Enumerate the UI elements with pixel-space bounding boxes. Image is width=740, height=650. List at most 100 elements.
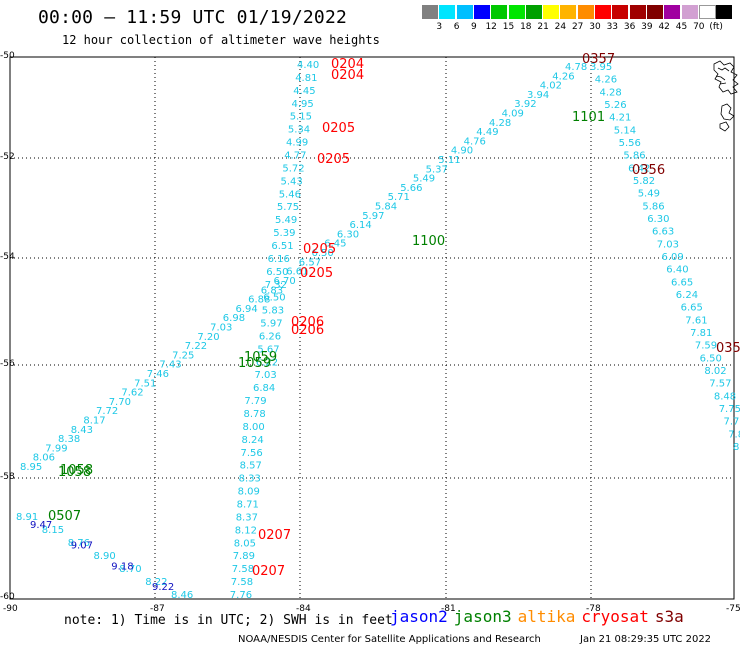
wave-height-value: 8.37 (236, 512, 258, 523)
wave-height-value: 8.48 (714, 391, 736, 402)
wave-height-value: 6.30 (337, 229, 359, 240)
wave-height-value: 7.20 (197, 332, 219, 343)
chart-title: 00:00 – 11:59 UTC 01/19/2022 (38, 7, 348, 28)
y-axis-tick-label: -52 (0, 152, 15, 162)
legend-entry: cryosat (581, 607, 649, 626)
wave-height-value: 6.30 (647, 214, 669, 225)
wave-height-value: 5.37 (426, 164, 448, 175)
chart-subtitle: 12 hour collection of altimeter wave hei… (62, 33, 380, 47)
wave-height-value: 8.17 (83, 416, 105, 427)
color-swatch (508, 5, 526, 19)
wave-height-value: 9.22 (152, 582, 174, 593)
wave-height-value: 6.50 (700, 353, 722, 364)
x-axis-tick-label: -84 (296, 604, 311, 614)
pass-time-label: 1101 (572, 110, 605, 125)
pass-time-label: 0356 (632, 163, 665, 178)
pass-time-label: 0206 (291, 315, 324, 330)
wave-height-value: 5.97 (362, 211, 384, 222)
wave-height-value: 4.02 (540, 81, 562, 92)
color-scale-label: 3 (436, 22, 443, 32)
legend-entry: jason2 (390, 607, 448, 626)
wave-height-value: 8.02 (704, 366, 726, 377)
wave-height-value: 5.86 (642, 201, 664, 212)
wave-height-value: 7.79 (244, 396, 266, 407)
wave-height-value: 8.24 (242, 435, 264, 446)
wave-height-value: 4.40 (297, 60, 319, 71)
wave-height-value: 8.00 (243, 422, 265, 433)
color-swatch (456, 5, 474, 19)
wave-height-value: 6.70 (274, 276, 296, 287)
pass-time-label: 0204 (331, 68, 364, 83)
pass-time-label: 0204 (331, 57, 364, 72)
wave-height-value: 5.82 (633, 176, 655, 187)
color-swatch (491, 5, 509, 19)
satellite-legend: jason2 jason3 altika cryosat s3a (390, 607, 690, 626)
pass-time-label: 1059 (238, 356, 271, 371)
x-axis-tick-label: -78 (586, 604, 601, 614)
color-swatch (646, 5, 664, 19)
wave-height-value: 7.03 (657, 239, 679, 250)
color-scale-label: 39 (641, 22, 653, 32)
wave-height-value: 7.62 (121, 388, 143, 399)
wave-height-value: 6.61 (286, 267, 308, 278)
wave-height-value: 4.99 (286, 138, 308, 149)
wave-height-value: 7.22 (185, 341, 207, 352)
wave-height-value: 4.26 (595, 75, 617, 86)
y-axis-tick-label: -54 (0, 252, 15, 262)
wave-height-value: 5.43 (281, 176, 303, 187)
wave-height-value: 7.72 (96, 406, 118, 417)
wave-height-value: 4.28 (489, 118, 511, 129)
wave-height-value: 5.86 (623, 151, 645, 162)
legend-entry: s3a (654, 607, 684, 626)
wave-height-value: 7.75 (719, 404, 740, 415)
pass-time-label: 0507 (48, 509, 81, 524)
legend-entry: jason3 (453, 607, 512, 626)
pass-time-label: 035 (716, 341, 740, 356)
pass-time-label: 0357 (582, 52, 615, 67)
wave-height-value: 4.77 (284, 151, 306, 162)
wave-height-value: 5.71 (388, 192, 410, 203)
y-axis-tick-label: -50 (0, 51, 15, 61)
wave-height-value: 8.78 (244, 409, 266, 420)
wave-height-value: 5.26 (604, 100, 626, 111)
wave-height-value: 5.11 (438, 155, 460, 166)
wave-height-value: 9.07 (71, 541, 93, 552)
x-axis-tick-label: -75 (726, 604, 740, 614)
wave-height-value: 8.71 (237, 500, 259, 511)
wave-height-value: 6.84 (253, 383, 275, 394)
wave-height-value: 4.26 (552, 71, 574, 82)
color-swatch (681, 5, 699, 19)
wave-height-value: 8.95 (20, 462, 42, 473)
wave-height-value: 5.49 (638, 189, 660, 200)
wave-height-value: 8.09 (238, 487, 260, 498)
wave-height-value: 7.75 (724, 417, 740, 428)
wave-height-value: 7.59 (695, 341, 717, 352)
wave-height-value: 6.51 (271, 241, 293, 252)
wave-height-value: 6.50 (263, 293, 285, 304)
wave-height-value: 3.95 (590, 62, 612, 73)
x-axis-tick-label: -87 (150, 604, 165, 614)
color-swatch (612, 5, 630, 19)
wave-height-value: 7.57 (709, 379, 731, 390)
wave-height-value: 4.76 (464, 136, 486, 147)
wave-height-value: 6.45 (324, 239, 346, 250)
wave-height-value: 6.83 (261, 285, 283, 296)
color-swatch (595, 5, 612, 19)
wave-height-value: 8.57 (240, 461, 262, 472)
pass-time-label: 1059 (244, 350, 277, 365)
color-scale-label: 21 (537, 22, 549, 32)
wave-height-value: 5.34 (288, 125, 310, 136)
pass-time-label: 1058 (58, 465, 91, 480)
wave-height-value: 4.21 (609, 113, 631, 124)
wave-height-value: 6.94 (236, 304, 258, 315)
color-scale-label: (ft) (709, 22, 723, 32)
color-scale-label: 33 (606, 22, 619, 32)
wave-height-value: 8.38 (58, 434, 80, 445)
wave-height-value: 8.05 (234, 538, 256, 549)
wave-height-value: 8.06 (33, 453, 55, 464)
wave-height-value: 9.47 (30, 520, 52, 531)
wave-height-value: 4.90 (451, 146, 473, 157)
x-axis-tick-label: -81 (441, 604, 456, 614)
wave-height-value: 6.65 (681, 303, 703, 314)
wave-height-value: 3.92 (514, 99, 536, 110)
